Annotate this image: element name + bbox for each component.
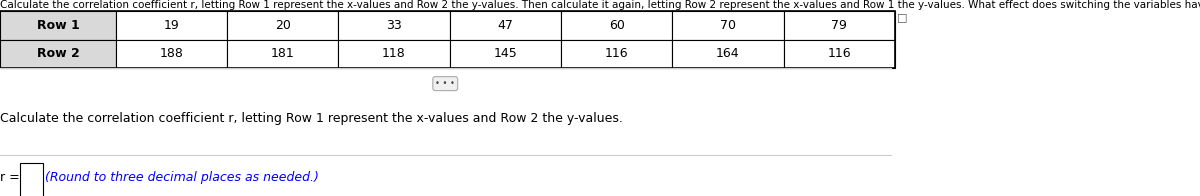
Bar xyxy=(338,11,450,40)
Text: 60: 60 xyxy=(608,19,625,32)
Bar xyxy=(672,40,784,68)
Text: r =: r = xyxy=(0,171,19,184)
Bar xyxy=(115,11,227,40)
Bar xyxy=(562,11,672,40)
Text: 70: 70 xyxy=(720,19,736,32)
Bar xyxy=(784,11,895,40)
Text: 19: 19 xyxy=(163,19,179,32)
Bar xyxy=(19,163,43,196)
Text: 181: 181 xyxy=(271,47,295,60)
Text: 116: 116 xyxy=(605,47,629,60)
Text: Calculate the correlation coefficient r, letting Row 1 represent the x-values an: Calculate the correlation coefficient r,… xyxy=(0,112,623,125)
Bar xyxy=(450,11,562,40)
Bar xyxy=(0,11,115,40)
Bar xyxy=(0,11,895,68)
Bar xyxy=(115,40,227,68)
Text: 20: 20 xyxy=(275,19,290,32)
Bar xyxy=(338,40,450,68)
Text: □: □ xyxy=(896,13,907,23)
Text: • • •: • • • xyxy=(436,79,455,88)
Bar xyxy=(227,11,338,40)
Text: 33: 33 xyxy=(386,19,402,32)
Text: 116: 116 xyxy=(828,47,851,60)
Text: Row 2: Row 2 xyxy=(36,47,79,60)
Text: (Round to three decimal places as needed.): (Round to three decimal places as needed… xyxy=(44,171,318,184)
Text: Row 1: Row 1 xyxy=(36,19,79,32)
Bar xyxy=(450,40,562,68)
Bar xyxy=(0,40,115,68)
Text: 118: 118 xyxy=(382,47,406,60)
Bar xyxy=(784,40,895,68)
Text: 79: 79 xyxy=(832,19,847,32)
Bar xyxy=(672,11,784,40)
Bar xyxy=(562,40,672,68)
Text: 188: 188 xyxy=(160,47,184,60)
Bar xyxy=(227,40,338,68)
Text: 164: 164 xyxy=(716,47,739,60)
Text: 145: 145 xyxy=(493,47,517,60)
Text: 47: 47 xyxy=(498,19,514,32)
Text: Calculate the correlation coefficient r, letting Row 1 represent the x-values an: Calculate the correlation coefficient r,… xyxy=(0,0,1200,10)
